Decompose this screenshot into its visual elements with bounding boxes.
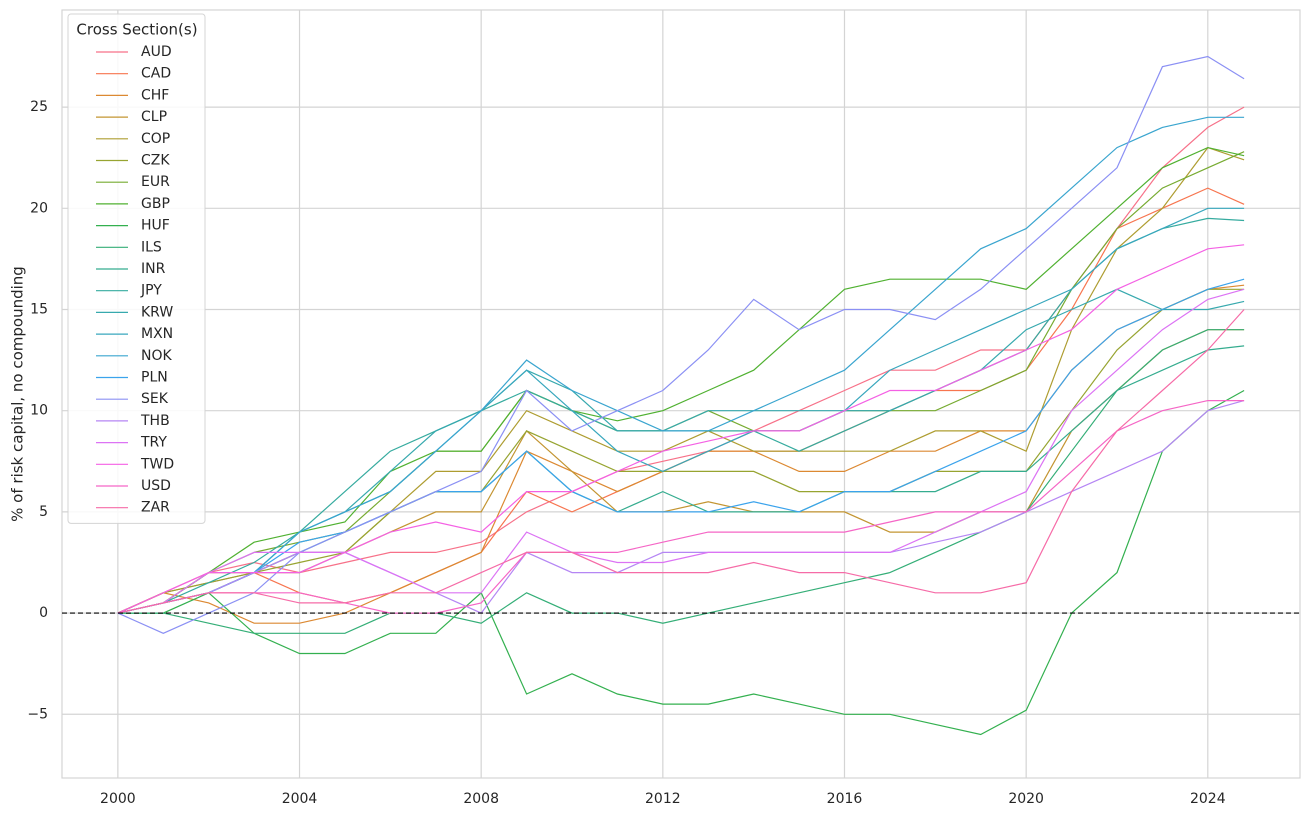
legend-label: GBP: [141, 196, 170, 212]
plot-frame: [61, 9, 1301, 779]
x-tick-label: 2008: [463, 791, 499, 807]
legend-label: NOK: [141, 348, 172, 364]
x-tick-label: 2020: [1008, 791, 1044, 807]
legend-label: KRW: [141, 304, 173, 320]
y-tick-label: 20: [30, 200, 48, 216]
legend-label: ZAR: [141, 500, 170, 516]
legend-label: CLP: [141, 109, 167, 125]
y-tick-label: 10: [30, 403, 48, 419]
series-line: [117, 400, 1245, 614]
series-line: [117, 309, 1245, 614]
legend-label: MXN: [141, 326, 173, 342]
x-tick-label: 2004: [282, 791, 318, 807]
series-line: [117, 116, 1245, 614]
series-line: [117, 217, 1245, 614]
series-line: [117, 187, 1245, 614]
legend-label: TRY: [140, 435, 167, 451]
legend-label: EUR: [141, 174, 170, 190]
x-tick-label: 2016: [827, 791, 863, 807]
series-line: [117, 278, 1245, 614]
y-tick-label: 5: [39, 504, 48, 520]
legend-label: CAD: [141, 66, 171, 82]
y-tick-label: 25: [30, 99, 48, 115]
legend-label: THB: [140, 413, 170, 429]
series-line: [117, 288, 1245, 614]
series-line: [117, 146, 1245, 614]
x-tick-label: 2012: [645, 791, 681, 807]
x-tick-label: 2000: [100, 791, 136, 807]
legend-label: SEK: [141, 391, 169, 407]
legend-label: INR: [141, 261, 166, 277]
y-tick-label: 0: [39, 605, 48, 621]
x-tick-label: 2024: [1190, 791, 1226, 807]
legend-title: Cross Section(s): [76, 21, 197, 39]
legend-label: AUD: [141, 44, 172, 60]
series-line: [117, 55, 1245, 634]
y-tick-label: 15: [30, 302, 48, 318]
legend-label: ILS: [141, 239, 162, 255]
series-line: [117, 389, 1245, 736]
legend-label: USD: [141, 478, 171, 494]
series-line: [117, 329, 1245, 634]
y-axis-label: % of risk capital, no compounding: [9, 266, 27, 522]
legend-label: COP: [141, 131, 170, 147]
legend-label: CZK: [141, 153, 170, 169]
legend-label: JPY: [140, 283, 162, 299]
series-line: [117, 400, 1245, 614]
series-line: [117, 288, 1245, 614]
series-line: [117, 244, 1245, 614]
legend-label: TWD: [140, 456, 174, 472]
legend-label: CHF: [141, 87, 169, 103]
series-line: [117, 106, 1245, 614]
legend: Cross Section(s) AUD CAD CHF CLP COP CZK EUR GBP…: [67, 13, 206, 524]
y-tick-label: −5: [27, 706, 48, 722]
legend-box: [67, 13, 206, 524]
legend-label: HUF: [141, 218, 170, 234]
series-line: [117, 288, 1245, 614]
legend-label: PLN: [141, 370, 168, 386]
